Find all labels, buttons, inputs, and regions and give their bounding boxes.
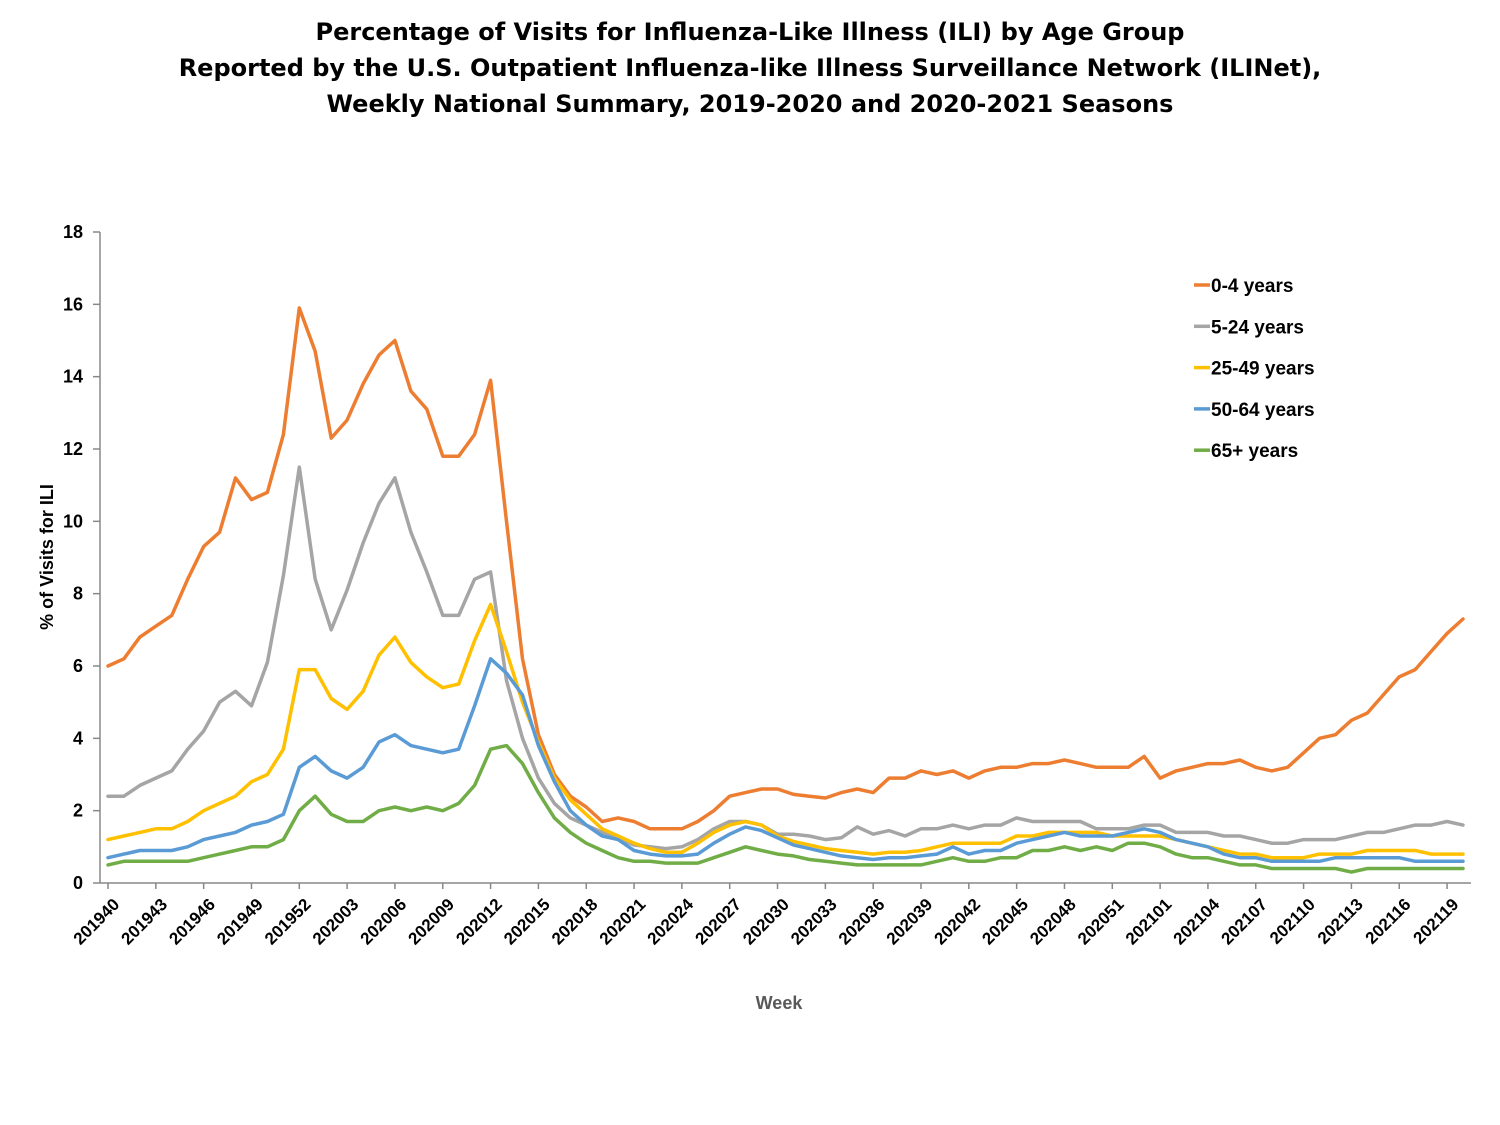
legend-label: 25-49 years — [1211, 359, 1315, 380]
series-line-0-4-years — [106, 306, 1465, 831]
legend-label: 65+ years — [1211, 441, 1298, 462]
y-tick-label: 18 — [63, 222, 83, 242]
x-tick-label: 202039 — [883, 895, 937, 949]
x-axis-label: Week — [756, 993, 804, 1013]
series-line-50-64-years — [106, 657, 1465, 864]
x-tick-label: 202119 — [1409, 895, 1462, 948]
y-tick-label: 12 — [63, 439, 83, 459]
y-tick-label: 10 — [63, 511, 83, 531]
chart-title-line-3: Weekly National Summary, 2019-2020 and 2… — [326, 90, 1174, 118]
x-tick-label: 202018 — [548, 895, 602, 949]
x-tick-label: 201949 — [213, 895, 267, 949]
x-tick-label: 202009 — [405, 895, 459, 949]
x-tick-label: 202027 — [691, 895, 745, 949]
x-tick-label: 202042 — [931, 895, 985, 949]
y-tick-label: 16 — [63, 294, 83, 314]
x-tick-label: 202006 — [357, 895, 411, 949]
x-tick-label: 202113 — [1314, 895, 1367, 948]
x-tick-label: 202030 — [739, 895, 793, 949]
y-tick-label: 6 — [73, 656, 83, 676]
x-tick-label: 202101 — [1122, 895, 1176, 949]
chart-title-line-2: Reported by the U.S. Outpatient Influenz… — [178, 54, 1322, 82]
y-tick-label: 8 — [73, 584, 83, 604]
y-tick-label: 0 — [73, 873, 83, 893]
legend-label: 0-4 years — [1211, 276, 1293, 297]
y-axis: 0 2 4 6 8 10 12 14 16 18 — [63, 222, 101, 893]
x-tick-label: 202021 — [596, 895, 650, 949]
legend-label: 5-24 years — [1211, 317, 1304, 338]
x-tick-label: 202015 — [500, 895, 554, 949]
legend-label: 50-64 years — [1211, 400, 1315, 421]
x-tick-label: 202104 — [1170, 894, 1224, 948]
x-tick-label: 202051 — [1074, 895, 1128, 949]
x-tick-label: 201946 — [165, 895, 219, 949]
x-tick-label: 202110 — [1266, 895, 1319, 948]
x-tick-label: 201940 — [70, 895, 124, 949]
series-line-25-49-years — [106, 602, 1465, 860]
y-tick-label: 4 — [73, 728, 83, 748]
x-tick-label: 202024 — [644, 894, 698, 948]
y-axis-label: % of Visits for ILI — [37, 484, 57, 630]
y-tick-label: 2 — [73, 801, 83, 821]
x-tick-label: 202036 — [835, 895, 889, 949]
x-tick-label: 202012 — [452, 895, 506, 949]
y-tick-label: 14 — [63, 367, 83, 387]
series-line-5-24-years — [106, 465, 1465, 851]
x-tick-label: 202045 — [978, 895, 1032, 949]
legend: 0-4 years 5-24 years 25-49 years 50-64 year… — [1194, 276, 1315, 462]
x-tick-label: 201943 — [118, 895, 172, 949]
x-tick-label: 201952 — [261, 895, 315, 949]
chart-title-line-1: Percentage of Visits for Influenza-Like … — [315, 18, 1185, 46]
x-tick-label: 202003 — [309, 895, 363, 949]
x-axis: 2019402019432019462019492019522020032020… — [70, 882, 1471, 949]
x-tick-label: 202048 — [1026, 895, 1080, 949]
x-tick-label: 202107 — [1218, 895, 1272, 949]
series-lines — [106, 306, 1465, 874]
x-tick-label: 202033 — [787, 895, 841, 949]
x-tick-label: 202116 — [1362, 895, 1415, 948]
series-line-65-years — [106, 743, 1465, 874]
